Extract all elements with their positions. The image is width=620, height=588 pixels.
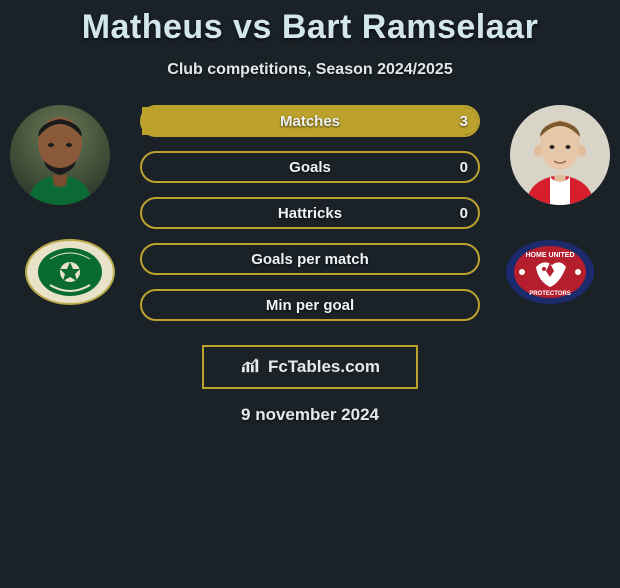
brand-text: FcTables.com [268, 357, 380, 377]
player-left-avatar [10, 105, 110, 205]
stat-right-value: 0 [460, 205, 468, 222]
stat-right-value: 0 [460, 159, 468, 176]
stat-label: Hattricks [278, 205, 342, 222]
stat-label: Goals per match [251, 251, 369, 268]
page-title: Matheus vs Bart Ramselaar [0, 8, 620, 47]
stat-right-value: 3 [460, 113, 468, 130]
svg-text:HOME UNITED: HOME UNITED [526, 252, 575, 259]
club-right-crest: HOME UNITED PROTECTORS [500, 237, 600, 307]
date-text: 9 november 2024 [0, 405, 620, 425]
brand-chart-icon [240, 356, 262, 379]
stat-row-min-per-goal: Min per goal [140, 289, 480, 321]
club-left-crest [20, 237, 120, 307]
subtitle: Club competitions, Season 2024/2025 [0, 61, 620, 79]
stat-label: Matches [280, 113, 340, 130]
stat-row-matches: 3 Matches [140, 105, 480, 137]
comparison-panel: HOME UNITED PROTECTORS 3 Matches 0 Goals 0 Ha… [0, 105, 620, 335]
stat-label: Goals [289, 159, 331, 176]
stat-row-hattricks: 0 Hattricks [140, 197, 480, 229]
stat-row-goals-per-match: Goals per match [140, 243, 480, 275]
svg-text:PROTECTORS: PROTECTORS [529, 291, 571, 297]
brand-box: FcTables.com [202, 345, 418, 389]
stat-label: Min per goal [266, 297, 354, 314]
player-right-avatar [510, 105, 610, 205]
stat-row-goals: 0 Goals [140, 151, 480, 183]
stat-bars: 3 Matches 0 Goals 0 Hattricks Goals per match M… [140, 105, 480, 335]
